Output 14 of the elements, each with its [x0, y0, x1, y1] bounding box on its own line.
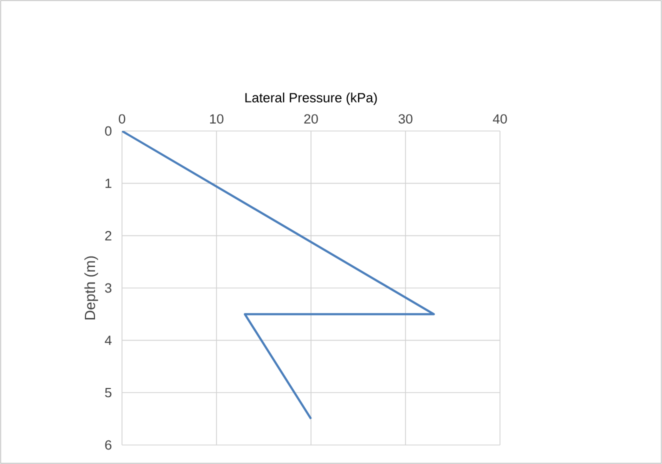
y-tick-label: 2 — [105, 231, 112, 240]
y-tick-label: 5 — [105, 388, 112, 398]
y-tick-label: 4 — [104, 336, 112, 345]
x-tick-label: 20 — [304, 114, 318, 124]
x-tick-label: 40 — [492, 114, 507, 124]
x-axis-title: Lateral Pressure (kPa) — [245, 92, 377, 106]
x-tick-label: 10 — [210, 114, 224, 124]
y-tick-label: 6 — [105, 440, 112, 450]
x-tick-label: 30 — [398, 114, 412, 124]
y-tick-label: 3 — [105, 283, 112, 293]
y-axis-title: Depth (m) — [84, 256, 98, 320]
y-tick-label: 0 — [105, 126, 112, 136]
x-tick-label: 0 — [118, 114, 126, 124]
y-tick-label: 1 — [106, 178, 112, 188]
